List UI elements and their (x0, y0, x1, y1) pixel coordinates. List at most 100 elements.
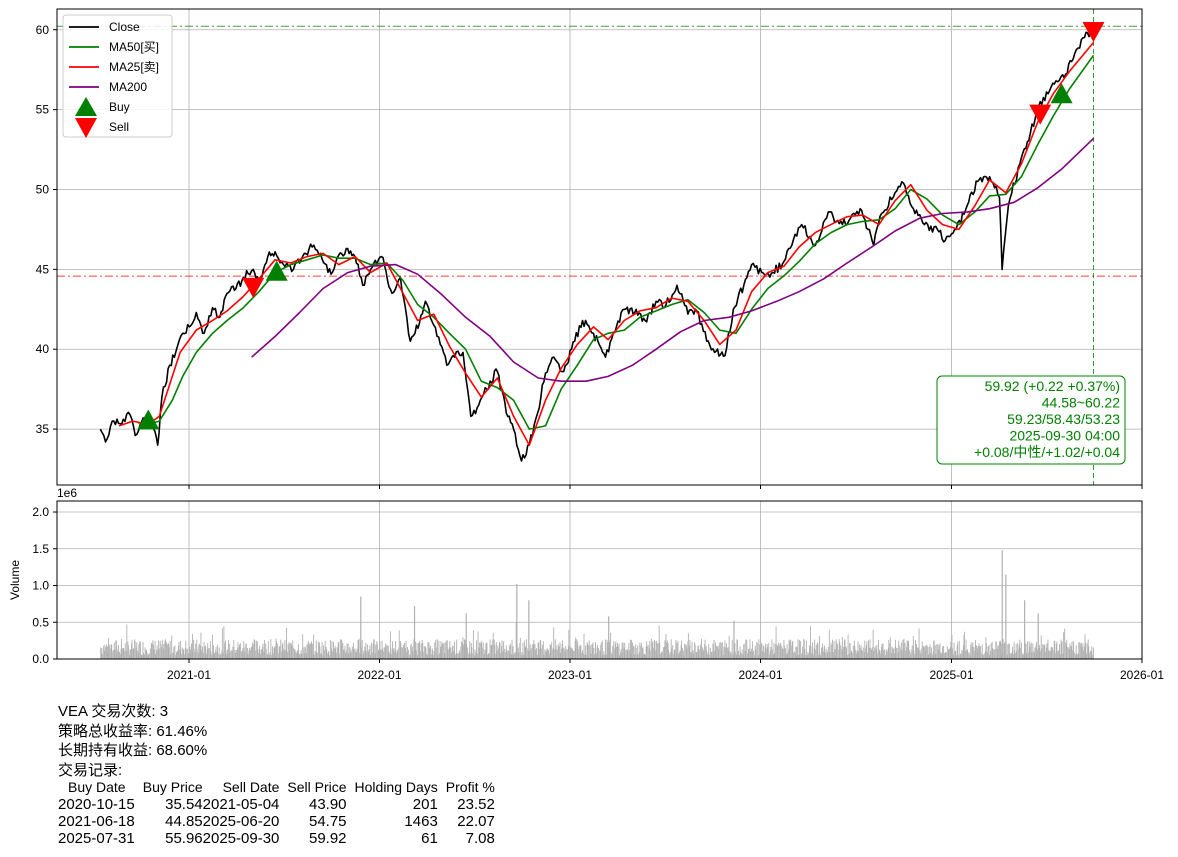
volume-bar (332, 651, 334, 659)
volume-bar (940, 654, 941, 659)
volume-bar (493, 639, 495, 659)
volume-bar (1015, 653, 1017, 659)
volume-bar (921, 648, 923, 659)
volume-bar (948, 649, 950, 659)
volume-bar (606, 639, 608, 659)
volume-axis-label: Volume (8, 560, 22, 600)
volume-bar (322, 655, 324, 659)
volume-bar (718, 648, 720, 659)
volume-bar (265, 648, 267, 659)
volume-bar (232, 646, 234, 659)
volume-bar (386, 645, 388, 659)
volume-bar (369, 645, 371, 659)
volume-bar (274, 647, 275, 659)
volume-bar (657, 642, 659, 659)
col-sell-date: Sell Date (222, 779, 280, 795)
profit-cell: 22.07 (457, 813, 495, 830)
volume-bar (196, 649, 198, 659)
volume-bar (1061, 641, 1063, 659)
price-tick-label: 45 (36, 262, 50, 276)
volume-bar (909, 649, 911, 659)
volume-bar (559, 642, 561, 659)
volume-bar (667, 642, 669, 659)
volume-bar (1042, 643, 1044, 659)
volume-bar (515, 622, 517, 659)
volume-bar (567, 646, 569, 659)
volume-bar (362, 653, 364, 659)
volume-bar (1079, 642, 1081, 659)
volume-bar (773, 642, 775, 659)
price-tick-label: 40 (36, 342, 50, 356)
volume-bar (393, 649, 394, 659)
volume-bar (788, 639, 790, 659)
volume-bar (1083, 650, 1084, 659)
volume-bar (628, 642, 630, 659)
volume-bar (839, 642, 841, 659)
volume-bar (859, 644, 861, 659)
volume-bar (243, 641, 245, 659)
volume-bar (752, 641, 754, 659)
volume-bar (633, 646, 635, 659)
volume-bar (797, 654, 798, 659)
volume-bar (220, 653, 222, 659)
volume-bar (442, 643, 444, 659)
volume-bar (877, 653, 879, 659)
volume-bar (289, 650, 291, 659)
volume-bar (738, 650, 739, 659)
volume-bar (942, 646, 944, 659)
volume-bar (221, 628, 223, 659)
volume-bar (576, 644, 578, 659)
volume-bar (930, 652, 932, 659)
volume-bar (1002, 638, 1004, 659)
volume-bar (214, 652, 215, 659)
volume-bar (823, 647, 825, 659)
volume-bar (353, 648, 355, 659)
volume-bar (561, 648, 563, 659)
volume-bar (712, 653, 714, 659)
volume-bar (277, 653, 279, 659)
volume-bar (349, 647, 351, 659)
volume-bar (371, 642, 373, 659)
volume-bar (900, 642, 902, 659)
trade-markers (137, 22, 1105, 430)
volume-bar (679, 650, 681, 659)
volume-bar (771, 649, 773, 659)
volume-bar (871, 650, 873, 659)
volume-bar (705, 646, 707, 659)
volume-bar (587, 643, 589, 659)
volume-bar (239, 644, 241, 659)
sell-date-cell: 2021-05-04 (202, 796, 280, 813)
volume-bar (1031, 652, 1033, 659)
volume-bar (1009, 652, 1011, 659)
volume-bar (573, 651, 575, 659)
volume-bar (976, 646, 978, 659)
volume-bar (811, 653, 813, 659)
volume-bar (854, 646, 856, 659)
price-tick-label: 55 (36, 103, 50, 117)
volume-bar (299, 653, 301, 659)
volume-bar (1074, 654, 1076, 659)
volume-bar (398, 630, 400, 659)
col-buy-price: Buy Price (142, 779, 203, 795)
volume-bar (411, 646, 413, 659)
legend-label: MA50[买] (109, 40, 159, 54)
volume-bar (154, 641, 156, 659)
volume-bar (1074, 652, 1076, 659)
volume-bar (302, 634, 304, 659)
volume-bar (485, 643, 487, 659)
volume-bar (978, 643, 980, 659)
volume-bar (683, 650, 685, 659)
volume-bar (699, 644, 701, 659)
volume-bar (730, 653, 732, 659)
volume-bar (459, 652, 461, 659)
volume-bar (980, 645, 982, 659)
volume-bar (440, 641, 442, 659)
volume-bar (867, 640, 869, 659)
volume-bar (169, 641, 171, 659)
volume-bar (435, 639, 437, 659)
volume-bar (762, 651, 763, 659)
volume-bar (418, 644, 420, 659)
volume-bar (450, 652, 452, 659)
volume-bar (1027, 641, 1029, 659)
volume-bar (885, 649, 887, 659)
